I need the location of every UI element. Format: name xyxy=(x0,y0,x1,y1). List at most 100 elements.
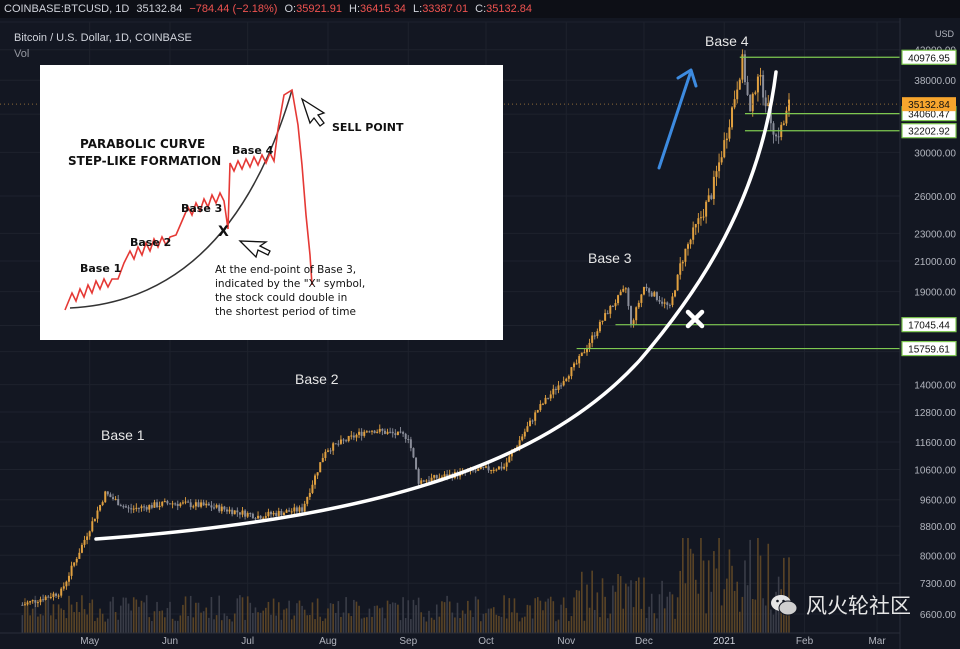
candle-body xyxy=(148,505,151,510)
volume-bar xyxy=(622,608,625,633)
volume-bar xyxy=(73,612,75,633)
candle-body xyxy=(482,466,485,468)
inset-base2-label: Base 2 xyxy=(130,236,171,249)
volume-bar xyxy=(568,621,570,633)
candle-body xyxy=(228,509,231,512)
candle-body xyxy=(733,99,736,108)
candle-body xyxy=(782,123,785,125)
volume-bar xyxy=(726,578,728,633)
candle-body xyxy=(78,552,81,559)
volume-bar xyxy=(83,609,86,633)
volume-bar xyxy=(42,615,44,633)
candle-body xyxy=(225,509,228,512)
candle-body xyxy=(156,502,159,508)
volume-bar xyxy=(637,577,640,633)
high-value: 36415.34 xyxy=(360,3,406,15)
inset-sell-point-label: SELL POINT xyxy=(332,121,404,134)
candle-body xyxy=(324,451,327,458)
candle-body xyxy=(510,452,513,457)
y-tick-label: 12800.00 xyxy=(914,408,956,419)
volume-bar xyxy=(94,621,96,633)
candle-body xyxy=(764,97,767,107)
symbol-name[interactable]: COINBASE:BTCUSD, 1D xyxy=(4,3,130,15)
volume-bar xyxy=(316,598,319,633)
volume-bar xyxy=(516,612,518,633)
volume-bar xyxy=(581,571,583,633)
volume-bar xyxy=(433,619,435,633)
volume-bar xyxy=(122,597,125,633)
candle-body xyxy=(495,469,498,471)
volume-bar xyxy=(140,600,143,633)
candle-body xyxy=(176,503,179,507)
x-tick-label: Oct xyxy=(478,636,494,647)
candle-body xyxy=(788,99,790,111)
candle-body xyxy=(298,507,301,512)
volume-bar xyxy=(345,597,347,633)
volume-bar xyxy=(733,590,736,633)
volume-bar xyxy=(404,618,407,633)
candle-body xyxy=(91,521,94,532)
candle-body xyxy=(541,403,544,405)
candle-body xyxy=(326,450,329,452)
y-tick-label: 9600.00 xyxy=(920,496,957,507)
volume-bar xyxy=(265,607,267,633)
volume-bar xyxy=(288,600,290,633)
inset-note-line4: the shortest period of time xyxy=(215,306,356,318)
candle-body xyxy=(106,491,109,495)
candle-body xyxy=(785,110,788,124)
volume-bar xyxy=(205,607,208,633)
volume-bar xyxy=(156,601,158,633)
volume-bar xyxy=(560,604,562,633)
candle-body xyxy=(749,94,752,112)
volume-bar xyxy=(526,604,529,633)
candle-body xyxy=(521,436,524,441)
candle-body xyxy=(394,433,397,435)
candle-body xyxy=(223,506,226,510)
volume-bar xyxy=(529,605,531,633)
inset-base3-label: Base 3 xyxy=(181,202,222,215)
inset-diagram-svg: PARABOLIC CURVE STEP-LIKE FORMATION Base… xyxy=(64,88,404,318)
volume-bar xyxy=(599,617,601,633)
candle-body xyxy=(42,599,45,601)
volume-bar xyxy=(342,612,345,633)
candle-body xyxy=(205,503,208,506)
volume-bar xyxy=(164,617,166,633)
candle-body xyxy=(334,443,337,445)
candle-body xyxy=(99,505,102,511)
candle-body xyxy=(642,286,645,295)
volume-bar xyxy=(311,602,314,633)
volume-bar xyxy=(562,597,565,633)
volume-bar xyxy=(226,615,228,633)
volume-bar xyxy=(669,591,671,633)
volume-bar xyxy=(767,543,770,633)
candle-body xyxy=(637,302,640,308)
candle-body xyxy=(184,501,187,503)
candle-body xyxy=(233,510,236,515)
candle-body xyxy=(692,227,695,240)
volume-bar xyxy=(482,613,485,633)
inset-sell-pointer-icon xyxy=(300,97,326,127)
candle-body xyxy=(500,466,503,469)
candle-body xyxy=(705,201,708,217)
volume-bar xyxy=(192,617,195,633)
volume-bar xyxy=(63,609,65,633)
candle-body xyxy=(236,510,239,513)
volume-bar xyxy=(358,605,360,633)
candle-body xyxy=(627,288,630,307)
y-tick-label: 23000.00 xyxy=(914,229,956,240)
volume-bar xyxy=(443,602,446,633)
candle-body xyxy=(557,385,560,390)
volume-bar xyxy=(78,612,81,633)
volume-bar xyxy=(99,608,101,633)
volume-bar xyxy=(138,606,140,633)
volume-bar xyxy=(503,595,505,633)
candle-body xyxy=(746,82,749,95)
volume-bar xyxy=(578,590,581,633)
volume-bar xyxy=(454,617,456,633)
volume-bar xyxy=(513,598,516,633)
volume-bar xyxy=(60,608,63,633)
candle-body xyxy=(270,511,272,515)
volume-bar xyxy=(456,602,459,633)
volume-bar xyxy=(715,568,718,633)
volume-bar xyxy=(407,600,410,633)
